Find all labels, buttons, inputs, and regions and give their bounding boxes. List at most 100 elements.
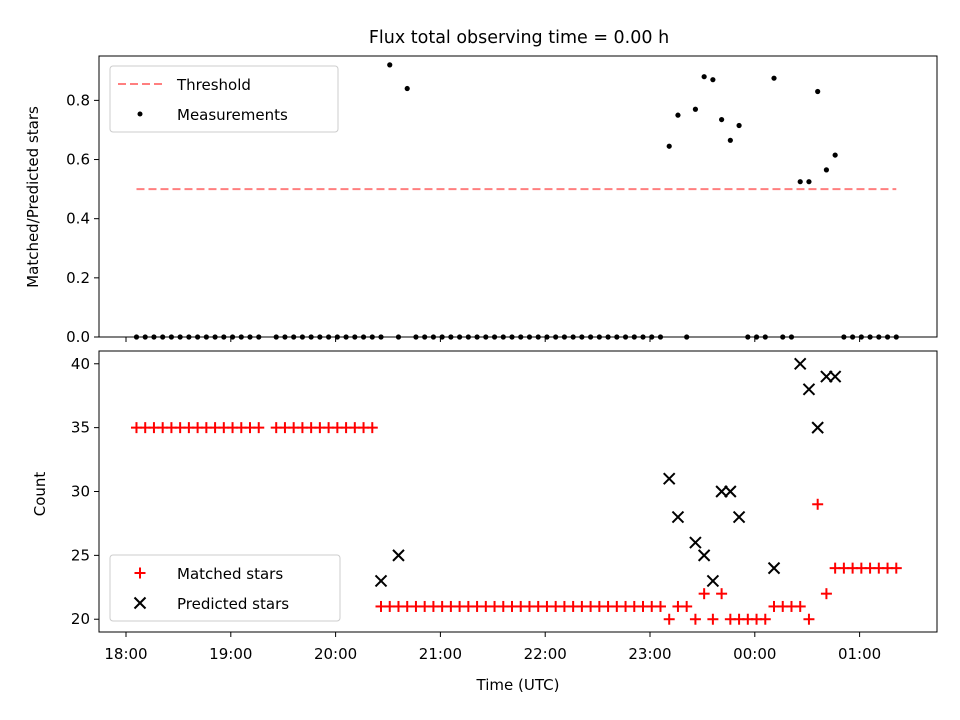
top-subplot: 0.00.20.40.60.8 Matched/Predicted stars … xyxy=(24,55,938,346)
top-y-tick-label: 0.4 xyxy=(66,210,90,228)
legend-measurements-label: Measurements xyxy=(177,106,288,124)
legend-threshold-label: Threshold xyxy=(176,76,251,94)
bottom-legend: Matched stars Predicted stars xyxy=(109,554,341,622)
predicted-star-point xyxy=(706,574,720,588)
measurement-point xyxy=(273,334,279,340)
bottom-subplot: 20 25 30 35 40 18:00 19:00 20:00 21:00 22:00 23:0… xyxy=(31,350,938,663)
measurement-point xyxy=(256,334,262,340)
measurement-point xyxy=(579,334,585,340)
bottom-x-tick-label: 22:00 xyxy=(524,645,567,663)
measurement-point xyxy=(535,334,541,340)
bottom-x-tick-label: 20:00 xyxy=(314,645,357,663)
bottom-x-tick-label: 01:00 xyxy=(838,645,881,663)
measurement-point xyxy=(666,143,672,149)
bottom-y-tick-label: 30 xyxy=(71,483,90,501)
measurement-point xyxy=(719,116,725,123)
measurement-point xyxy=(404,85,410,92)
top-y-tick-label: 0.0 xyxy=(66,328,90,346)
measurement-point xyxy=(360,334,367,340)
measurement-point xyxy=(553,334,559,340)
measurement-point xyxy=(832,152,838,158)
predicted-star-point xyxy=(767,561,781,575)
top-y-axis-label: Matched/Predicted stars xyxy=(24,106,42,288)
measurement-point xyxy=(806,179,812,185)
bottom-y-tick-label: 35 xyxy=(71,419,90,437)
matched-star-point xyxy=(689,613,701,625)
measurement-point xyxy=(797,179,803,185)
bottom-y-tick-label: 20 xyxy=(71,610,90,628)
matched-star-point xyxy=(366,422,378,434)
matched-star-point xyxy=(698,588,710,600)
measurement-point xyxy=(142,334,148,340)
matched-star-point xyxy=(812,498,824,510)
matched-star-point xyxy=(759,613,771,625)
predicted-star-point xyxy=(671,510,685,524)
measurement-point xyxy=(526,334,533,340)
measurement-point xyxy=(657,334,664,340)
bottom-y-tick-label: 40 xyxy=(71,355,90,373)
measurement-point xyxy=(352,334,358,340)
measurement-point xyxy=(622,334,629,340)
measurement-point xyxy=(631,334,637,340)
measurement-point xyxy=(203,334,209,340)
matched-star-point xyxy=(803,613,815,625)
measurement-point xyxy=(588,334,594,340)
measurement-point xyxy=(282,334,288,340)
measurement-point xyxy=(221,334,227,340)
measurement-point xyxy=(133,334,140,340)
measurement-point xyxy=(640,334,646,340)
bottom-x-tick-label: 21:00 xyxy=(419,645,462,663)
predicted-star-point xyxy=(811,421,824,434)
measurement-point xyxy=(238,334,244,340)
measurement-point xyxy=(299,334,306,340)
measurement-point xyxy=(186,334,192,340)
legend-predicted-marker xyxy=(133,596,147,610)
measurement-point xyxy=(465,334,471,340)
measurement-point xyxy=(561,334,568,340)
measurement-point xyxy=(815,88,821,95)
measurement-point xyxy=(710,77,716,83)
measurement-point xyxy=(326,334,332,340)
bottom-y-ticks: 20 25 30 35 40 xyxy=(71,355,99,628)
measurement-point xyxy=(500,334,506,340)
measurement-point xyxy=(780,334,786,340)
measurement-point xyxy=(369,334,375,340)
measurement-point xyxy=(483,334,489,340)
bottom-x-tick-label: 00:00 xyxy=(733,645,776,663)
measurement-point xyxy=(343,334,349,340)
predicted-star-point xyxy=(794,357,807,370)
measurement-point xyxy=(771,75,777,81)
legend-matched-plus xyxy=(134,567,146,579)
top-x-ticks xyxy=(125,337,861,342)
measurement-point xyxy=(474,334,480,340)
measurement-point xyxy=(762,334,768,340)
matched-star-point xyxy=(794,600,806,612)
measurement-point xyxy=(247,334,253,340)
legend-predicted-cross xyxy=(133,596,147,610)
measurement-point xyxy=(195,334,201,340)
measurement-point xyxy=(509,334,515,340)
measurement-point xyxy=(788,334,795,340)
matched-star-point xyxy=(663,613,675,625)
measurement-point xyxy=(387,62,393,68)
legend-predicted-label: Predicted stars xyxy=(177,595,289,613)
measurement-point xyxy=(701,74,707,80)
measurement-point xyxy=(596,334,602,340)
bottom-legend-box xyxy=(109,554,341,622)
measurement-point xyxy=(893,334,899,340)
measurement-point xyxy=(160,334,166,340)
predicted-star-point xyxy=(374,574,388,588)
top-legend-box xyxy=(109,65,339,133)
measurement-point xyxy=(745,334,751,340)
measurement-point xyxy=(168,334,175,340)
measurement-point xyxy=(605,334,611,340)
bottom-x-tick-label: 19:00 xyxy=(209,645,252,663)
matched-star-point xyxy=(890,562,902,574)
bottom-x-tick-label: 23:00 xyxy=(628,645,671,663)
matched-star-point xyxy=(681,600,693,612)
measurement-point xyxy=(876,334,882,340)
measurement-point xyxy=(491,334,498,340)
measurement-point xyxy=(518,334,524,340)
bottom-x-tick-label: 18:00 xyxy=(104,645,147,663)
legend-matched-label: Matched stars xyxy=(177,565,283,583)
